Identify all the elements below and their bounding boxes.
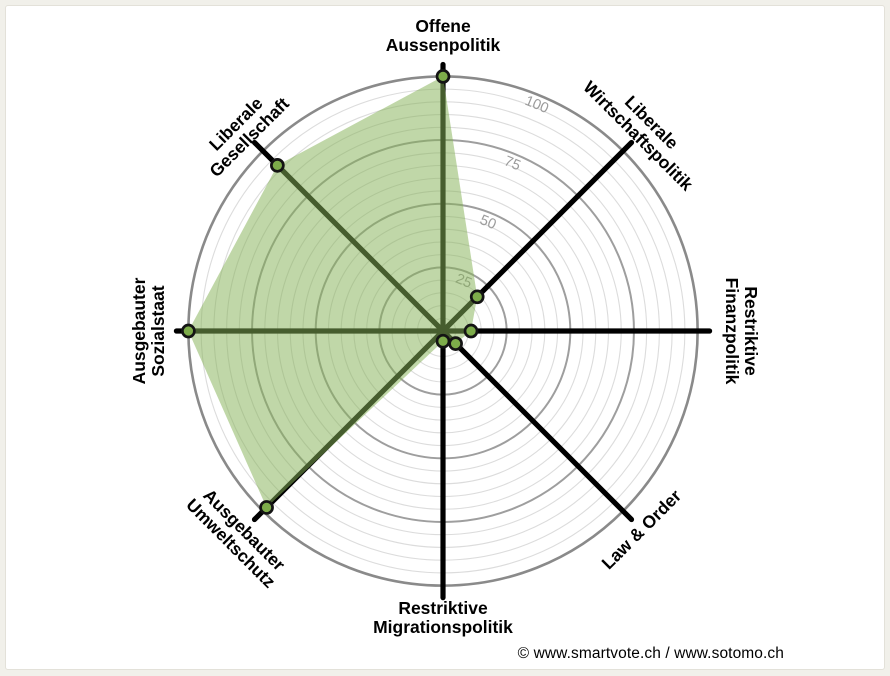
value-dot-5	[259, 500, 274, 515]
axis-label-line: Ausgebauter	[129, 277, 149, 384]
axis-label-line: Finanzpolitik	[722, 278, 742, 385]
axis-label-4: Restriktive Migrationspolitik	[373, 598, 513, 637]
axis-label-line: Restriktive	[741, 286, 761, 376]
value-dot-7	[270, 158, 285, 173]
smartspider-chart: 255075100OffeneAussenpolitikLiberaleWirt…	[129, 16, 761, 637]
axis-label-0: Offene Aussenpolitik	[386, 16, 501, 55]
value-dot-6	[181, 323, 196, 339]
value-dot-2	[463, 323, 479, 339]
chart-card: 255075100OffeneAussenpolitikLiberaleWirt…	[5, 5, 885, 670]
axis-label-line: Sozialstaat	[148, 285, 168, 376]
axis-label-line: Restriktive	[398, 598, 488, 618]
ring-tick-label: 50	[477, 212, 498, 233]
axis-label-line: Aussenpolitik	[386, 35, 501, 55]
axis-label-2: RestriktiveFinanzpolitik	[722, 278, 761, 385]
value-polygon	[188, 76, 478, 508]
value-dot-3	[448, 336, 463, 351]
ring-tick-label: 100	[522, 93, 550, 117]
ring-tick-label: 75	[502, 153, 523, 174]
axis-label-6: AusgebauterSozialstaat	[129, 277, 168, 384]
axis-line-3	[440, 328, 635, 523]
axis-label-line: Migrationspolitik	[373, 617, 513, 637]
value-dot-1	[469, 289, 485, 305]
value-dot-4	[435, 333, 451, 349]
copyright-text: © www.smartvote.ch / www.sotomo.ch	[517, 645, 784, 662]
axis-label-line: Offene	[415, 16, 471, 36]
value-dot-0	[435, 69, 451, 84]
